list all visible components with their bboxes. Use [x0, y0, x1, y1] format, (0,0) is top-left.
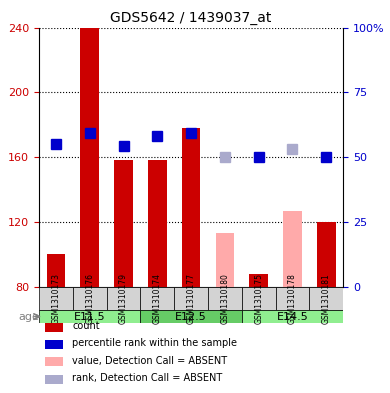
- Bar: [47, 254, 65, 286]
- Bar: [45, 357, 63, 367]
- Text: GSM1310176: GSM1310176: [85, 273, 94, 324]
- Text: age: age: [18, 312, 39, 321]
- FancyBboxPatch shape: [140, 310, 242, 323]
- FancyBboxPatch shape: [39, 286, 73, 310]
- FancyBboxPatch shape: [174, 286, 208, 310]
- Text: GSM1310179: GSM1310179: [119, 273, 128, 324]
- FancyBboxPatch shape: [309, 286, 343, 310]
- Text: E12.5: E12.5: [175, 312, 207, 321]
- Bar: [283, 211, 302, 286]
- FancyBboxPatch shape: [242, 310, 343, 323]
- Text: GSM1310174: GSM1310174: [153, 273, 162, 324]
- Text: percentile rank within the sample: percentile rank within the sample: [73, 338, 238, 349]
- Bar: [45, 375, 63, 384]
- Bar: [148, 160, 167, 286]
- FancyBboxPatch shape: [208, 286, 242, 310]
- Bar: [114, 160, 133, 286]
- FancyBboxPatch shape: [242, 286, 276, 310]
- Text: GSM1310175: GSM1310175: [254, 273, 263, 324]
- Title: GDS5642 / 1439037_at: GDS5642 / 1439037_at: [110, 11, 272, 25]
- Text: GSM1310180: GSM1310180: [220, 273, 229, 324]
- Bar: [250, 274, 268, 286]
- Bar: [80, 28, 99, 286]
- Text: GSM1310178: GSM1310178: [288, 273, 297, 324]
- Text: GSM1310173: GSM1310173: [51, 273, 60, 324]
- FancyBboxPatch shape: [276, 286, 309, 310]
- Text: rank, Detection Call = ABSENT: rank, Detection Call = ABSENT: [73, 373, 223, 383]
- FancyBboxPatch shape: [106, 286, 140, 310]
- FancyBboxPatch shape: [140, 286, 174, 310]
- Bar: [45, 322, 63, 332]
- Text: E11.5: E11.5: [74, 312, 106, 321]
- Bar: [216, 233, 234, 286]
- Bar: [182, 128, 200, 286]
- Text: count: count: [73, 321, 100, 331]
- FancyBboxPatch shape: [39, 310, 140, 323]
- Bar: [317, 222, 335, 286]
- Text: value, Detection Call = ABSENT: value, Detection Call = ABSENT: [73, 356, 228, 366]
- Bar: [45, 340, 63, 349]
- Text: GSM1310181: GSM1310181: [322, 273, 331, 324]
- Text: E14.5: E14.5: [277, 312, 308, 321]
- FancyBboxPatch shape: [73, 286, 106, 310]
- Text: GSM1310177: GSM1310177: [186, 273, 196, 324]
